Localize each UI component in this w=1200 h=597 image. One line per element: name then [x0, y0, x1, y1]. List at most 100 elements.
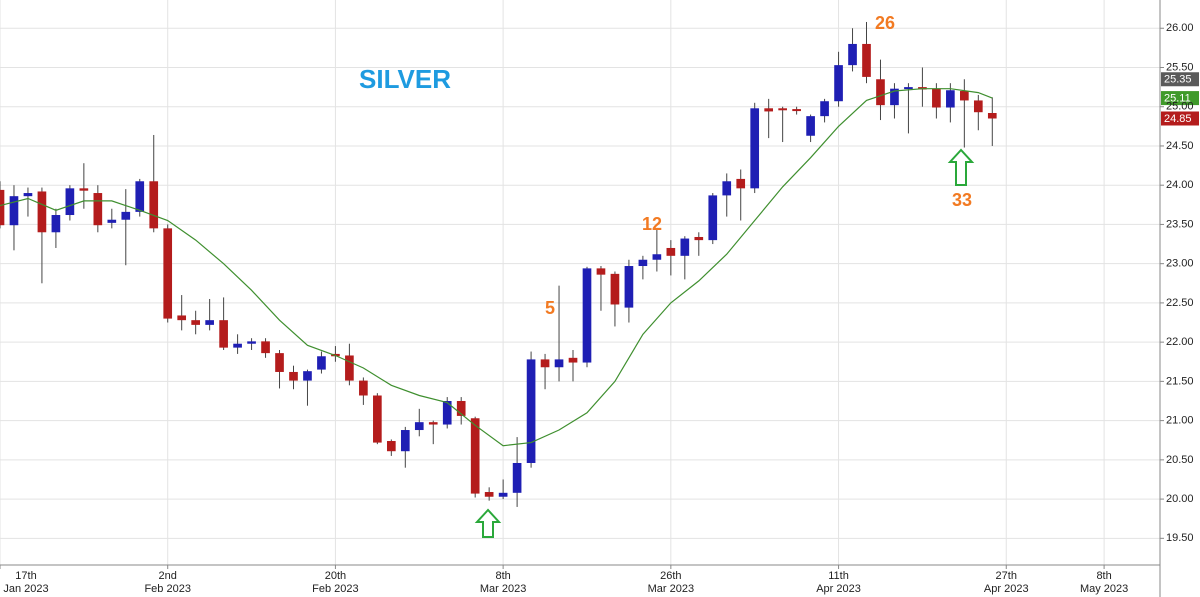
- candle-body: [820, 101, 829, 117]
- price-tag: [1161, 111, 1199, 126]
- x-tick-label: 26th: [660, 570, 681, 582]
- candle-body: [526, 359, 536, 463]
- candle-body: [946, 90, 955, 108]
- up-arrow: [947, 148, 975, 186]
- candle-body: [149, 181, 159, 229]
- candle-body: [694, 236, 704, 241]
- x-tick-label: 17th: [15, 570, 36, 582]
- y-tick-label: 22.00: [1166, 336, 1194, 348]
- y-tick-label: 20.00: [1166, 493, 1194, 505]
- x-tick-label: Mar 2023: [480, 583, 526, 595]
- price-tag: [1161, 91, 1199, 106]
- annotation: 26: [875, 13, 895, 33]
- candle-body: [37, 191, 47, 233]
- candle-body: [456, 400, 466, 416]
- price-tag-label: 25.11: [1164, 92, 1191, 104]
- candle-body: [932, 88, 941, 108]
- candle-body: [317, 356, 326, 370]
- candle-body: [862, 43, 871, 77]
- candle-body: [93, 193, 103, 226]
- y-tick-label: 25.00: [1166, 101, 1194, 113]
- x-tick-label: Feb 2023: [312, 583, 358, 595]
- candle-body: [722, 181, 732, 196]
- price-tags: 25.35 25.11 24.85: [1161, 72, 1199, 126]
- candle-body: [233, 343, 242, 348]
- candle-body: [568, 357, 578, 363]
- candle-body: [275, 353, 284, 372]
- candle-body: [736, 178, 746, 189]
- y-tick-label: 23.00: [1166, 258, 1194, 270]
- candle-body: [750, 108, 760, 189]
- y-tick-label: 24.50: [1166, 140, 1194, 152]
- y-tick-label: 21.00: [1166, 415, 1194, 427]
- candle-body: [442, 400, 452, 425]
- x-tick-label: Mar 2023: [648, 583, 694, 595]
- y-tick-label: 19.50: [1166, 532, 1194, 544]
- x-tick-label: Apr 2023: [816, 583, 861, 595]
- candle-body: [0, 189, 5, 226]
- candle-body: [764, 108, 774, 112]
- candle-body: [512, 462, 522, 493]
- moving-average-line: [0, 88, 993, 447]
- candle-body: [806, 116, 815, 136]
- y-tick-label: 20.50: [1166, 454, 1194, 466]
- candle-body: [624, 266, 634, 308]
- candle-body: [359, 380, 368, 396]
- candle-body: [9, 196, 19, 226]
- candle-body: [638, 259, 648, 267]
- y-tick-label: 21.50: [1166, 375, 1194, 387]
- candle-body: [848, 43, 857, 66]
- annotation: 12: [642, 214, 662, 234]
- annotation: 5: [545, 298, 555, 318]
- candle-body: [107, 219, 117, 223]
- candle-body: [792, 109, 801, 112]
- candle-body: [121, 211, 131, 220]
- axes: [0, 0, 1161, 597]
- candle-body: [303, 371, 312, 381]
- x-tick-label: Feb 2023: [144, 583, 190, 595]
- candle-body: [65, 188, 75, 216]
- x-tick-label: 8th: [495, 570, 510, 582]
- candle-body: [247, 341, 256, 344]
- y-tick-label: 24.00: [1166, 179, 1194, 191]
- candle-body: [666, 247, 676, 256]
- x-tick-label: Jan 2023: [3, 583, 48, 595]
- x-tick-label: 2nd: [159, 570, 177, 582]
- candle-body: [177, 315, 187, 321]
- candle-body: [498, 492, 508, 497]
- candle-body: [582, 268, 592, 363]
- candle-body: [610, 273, 620, 305]
- candle-body: [386, 441, 396, 452]
- candle-body: [540, 359, 550, 368]
- candle-body: [960, 91, 969, 101]
- price-tag: [1161, 72, 1199, 87]
- up-arrow: [474, 508, 502, 538]
- candle-body: [345, 355, 354, 381]
- candle-body: [414, 422, 424, 431]
- candle-body: [470, 418, 480, 494]
- candle-body: [904, 87, 913, 90]
- candle-body: [289, 371, 298, 381]
- candle-body: [484, 492, 494, 497]
- candle-body: [400, 430, 410, 452]
- y-tick-label: 22.50: [1166, 297, 1194, 309]
- chart-title: SILVER: [359, 64, 451, 94]
- candle-body: [373, 395, 382, 443]
- candle-body: [219, 320, 228, 348]
- x-tick-label: 11th: [828, 570, 849, 582]
- candle-body: [191, 320, 200, 325]
- annotation: 33: [952, 190, 972, 210]
- candle-body: [973, 100, 983, 113]
- x-tick-label: 8th: [1096, 570, 1111, 582]
- candle-body: [428, 422, 438, 425]
- plot-area: [0, 21, 997, 507]
- y-tick-label: 25.50: [1166, 61, 1194, 73]
- candle-body: [778, 108, 787, 111]
- candle-body: [51, 215, 61, 233]
- candle-body: [652, 254, 662, 260]
- candle-body: [79, 188, 89, 191]
- candle-body: [680, 238, 690, 256]
- candle-body: [135, 181, 145, 212]
